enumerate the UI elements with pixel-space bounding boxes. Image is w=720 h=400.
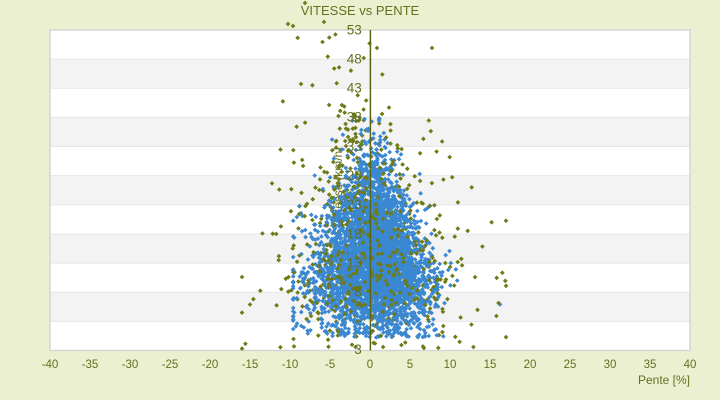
- svg-text:-40: -40: [42, 359, 59, 371]
- svg-text:3: 3: [354, 342, 362, 357]
- svg-text:-5: -5: [325, 359, 335, 371]
- svg-text:-20: -20: [202, 359, 219, 371]
- svg-text:18: 18: [347, 226, 362, 241]
- svg-text:-25: -25: [162, 359, 179, 371]
- svg-text:13: 13: [347, 255, 362, 270]
- svg-text:23: 23: [347, 197, 362, 212]
- svg-text:-35: -35: [82, 359, 99, 371]
- svg-text:48: 48: [347, 51, 362, 66]
- svg-text:10: 10: [444, 359, 457, 371]
- svg-text:-15: -15: [242, 359, 259, 371]
- svg-text:0: 0: [367, 359, 373, 371]
- svg-text:-10: -10: [282, 359, 299, 371]
- svg-text:38: 38: [347, 110, 362, 125]
- svg-text:33: 33: [347, 139, 362, 154]
- svg-text:35: 35: [644, 359, 657, 371]
- svg-text:40: 40: [684, 359, 697, 371]
- svg-text:53: 53: [347, 22, 362, 37]
- svg-text:5: 5: [407, 359, 413, 371]
- svg-text:15: 15: [484, 359, 497, 371]
- svg-text:8: 8: [354, 285, 362, 300]
- svg-text:-30: -30: [122, 359, 139, 371]
- svg-text:30: 30: [604, 359, 617, 371]
- svg-text:Pente [%]: Pente [%]: [638, 373, 690, 387]
- svg-text:20: 20: [524, 359, 537, 371]
- svg-text:28: 28: [347, 168, 362, 183]
- svg-text:43: 43: [347, 81, 362, 96]
- svg-text:VITESSE vs PENTE: VITESSE vs PENTE: [301, 3, 420, 18]
- svg-text:25: 25: [564, 359, 577, 371]
